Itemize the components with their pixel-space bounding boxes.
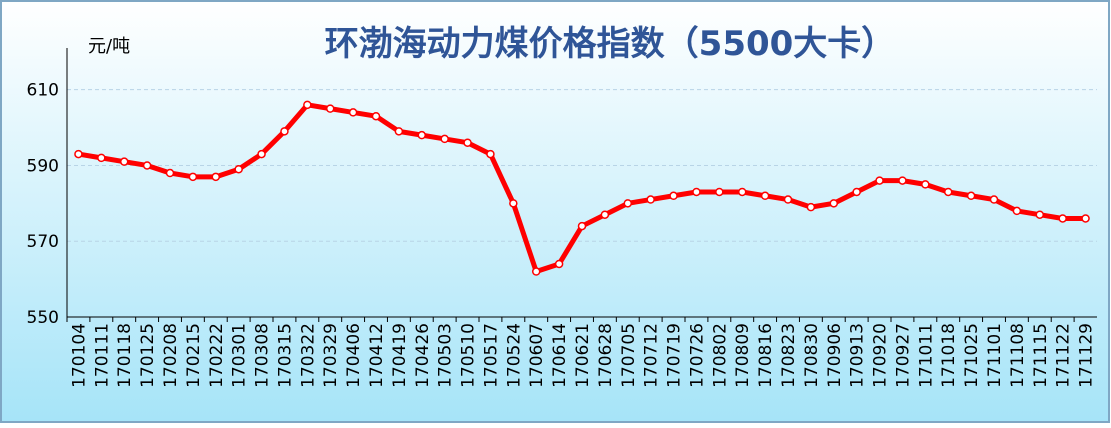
point xyxy=(760,191,770,201)
x-tick-label: 170301 xyxy=(230,323,250,388)
point xyxy=(806,202,816,212)
x-tick-label: 170322 xyxy=(298,323,318,388)
point xyxy=(852,187,861,197)
point xyxy=(1012,206,1022,216)
point xyxy=(1035,210,1045,219)
point xyxy=(783,195,793,204)
x-tick-label: 170809 xyxy=(733,323,753,388)
point xyxy=(943,187,953,197)
x-tick-label: 170426 xyxy=(413,323,433,388)
point xyxy=(554,259,564,269)
x-tick-label: 170816 xyxy=(756,323,776,388)
x-tick-label: 170406 xyxy=(344,323,364,388)
x-tick-label: 170412 xyxy=(367,323,387,388)
point xyxy=(875,176,884,185)
point xyxy=(417,130,427,140)
x-tick-label: 170503 xyxy=(436,323,456,388)
x-tick-label: 170906 xyxy=(825,323,845,388)
point xyxy=(325,104,335,113)
point xyxy=(97,153,106,163)
x-tick-label: 171122 xyxy=(1054,323,1074,388)
point xyxy=(509,199,518,208)
x-tick-label: 170419 xyxy=(390,323,410,388)
y-tick-label: 590 xyxy=(27,156,59,176)
x-tick-label: 170329 xyxy=(321,323,341,388)
point xyxy=(257,149,266,159)
x-tick-label: 170517 xyxy=(481,323,501,388)
point xyxy=(234,164,243,174)
point xyxy=(486,149,495,159)
point xyxy=(646,195,655,204)
point xyxy=(440,134,449,144)
point xyxy=(303,100,312,110)
point xyxy=(348,108,358,117)
x-tick-label: 171129 xyxy=(1077,323,1097,388)
point xyxy=(966,191,976,201)
x-tick-label: 171025 xyxy=(962,323,982,388)
point xyxy=(577,221,587,231)
point xyxy=(280,127,289,136)
point xyxy=(898,176,907,185)
point xyxy=(669,191,678,201)
x-tick-label: 170830 xyxy=(802,323,822,388)
x-tick-label: 170111 xyxy=(92,323,112,388)
point xyxy=(531,267,541,276)
x-tick-label: 170222 xyxy=(207,323,227,388)
x-tick-label: 170524 xyxy=(504,323,524,388)
x-tick-label: 170726 xyxy=(687,323,707,388)
x-tick-label: 171108 xyxy=(1008,323,1028,388)
point xyxy=(715,187,724,197)
point xyxy=(371,111,381,121)
x-tick-label: 170308 xyxy=(253,323,273,388)
x-tick-label: 170621 xyxy=(573,323,593,388)
x-tick-label: 171101 xyxy=(985,323,1005,388)
y-tick-label: 550 xyxy=(27,308,59,328)
point xyxy=(142,161,152,170)
x-tick-label: 170118 xyxy=(115,323,135,388)
x-tick-label: 170607 xyxy=(527,323,547,388)
y-tick-label: 610 xyxy=(27,81,59,101)
x-tick-label: 170315 xyxy=(275,323,295,388)
x-tick-label: 170920 xyxy=(871,323,891,388)
point xyxy=(623,199,633,208)
point xyxy=(394,127,404,136)
point xyxy=(74,149,83,159)
x-tick-label: 170802 xyxy=(710,323,730,388)
point xyxy=(989,195,999,204)
point xyxy=(921,180,930,189)
point xyxy=(119,157,129,166)
point xyxy=(692,187,701,197)
x-tick-label: 170913 xyxy=(848,323,868,388)
x-tick-label: 170125 xyxy=(138,323,158,388)
point xyxy=(1058,214,1067,223)
x-tick-label: 171018 xyxy=(939,323,959,388)
point xyxy=(829,199,839,208)
x-tick-label: 170208 xyxy=(161,323,181,388)
x-tick-label: 170628 xyxy=(596,323,616,388)
point xyxy=(211,172,221,182)
x-tick-label: 170614 xyxy=(550,323,570,388)
x-tick-label: 170705 xyxy=(619,323,639,388)
point xyxy=(165,168,175,178)
chart-title: 环渤海动力煤价格指数（5500大卡） xyxy=(325,24,896,64)
x-tick-label: 170719 xyxy=(665,323,685,388)
x-tick-label: 170104 xyxy=(69,323,89,388)
x-tick-label: 170927 xyxy=(893,323,913,388)
y-tick-label: 570 xyxy=(27,232,59,252)
point xyxy=(1081,214,1090,223)
point xyxy=(463,138,472,147)
x-tick-label: 171011 xyxy=(916,323,936,388)
x-tick-label: 170712 xyxy=(642,323,662,388)
point xyxy=(600,210,610,219)
y-axis-label: 元/吨 xyxy=(88,36,130,57)
x-tick-label: 170823 xyxy=(779,323,799,388)
point xyxy=(188,172,198,182)
x-tick-label: 170215 xyxy=(184,323,204,388)
x-tick-label: 171115 xyxy=(1031,323,1051,388)
x-tick-label: 170510 xyxy=(459,323,479,388)
point xyxy=(737,187,747,197)
